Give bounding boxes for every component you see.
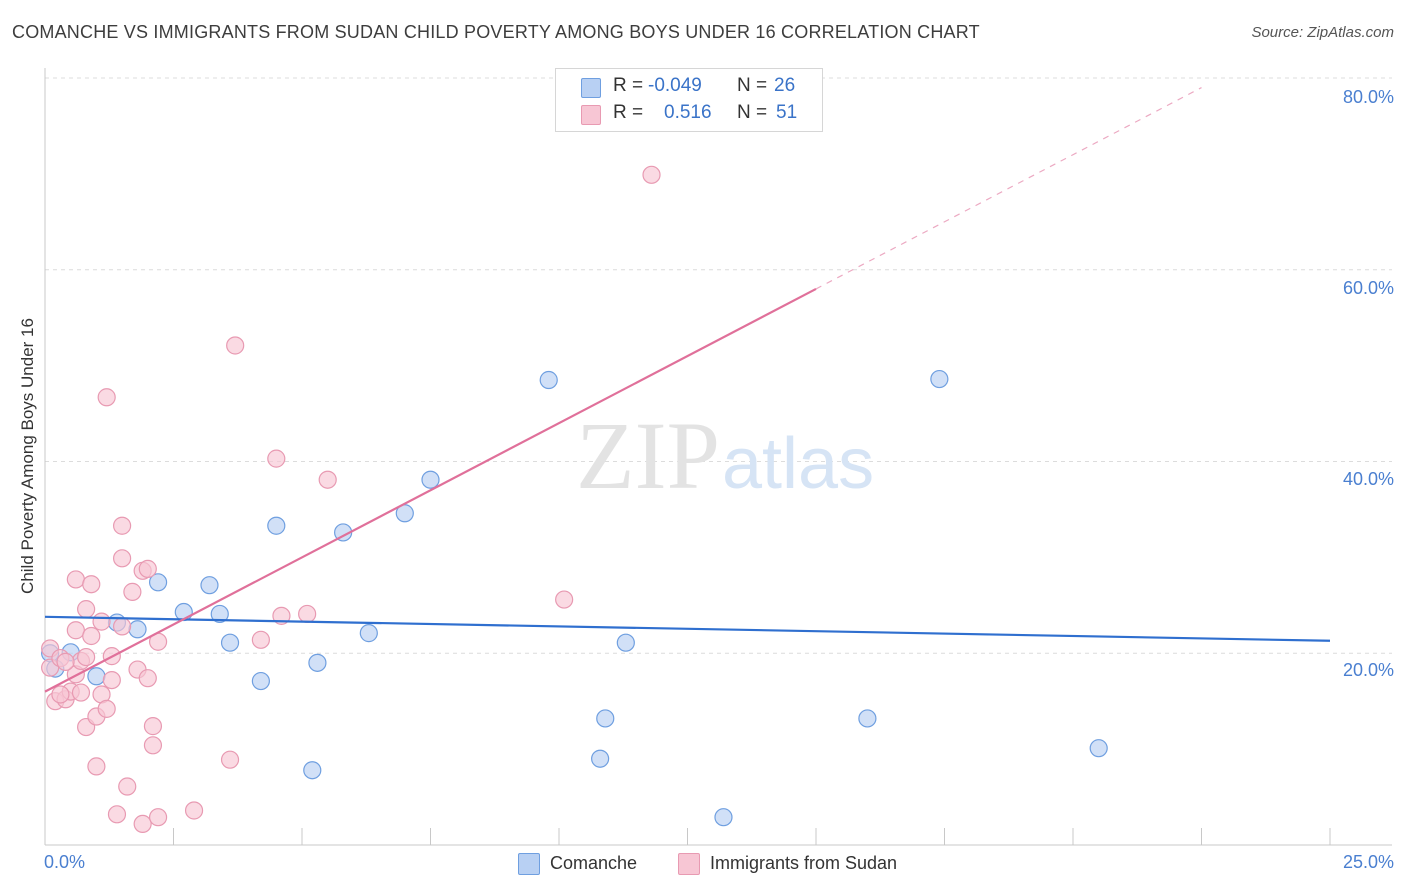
sudan-point: [134, 815, 151, 832]
r-label: R =: [613, 75, 643, 97]
n-value: 26: [774, 75, 795, 97]
watermark-zip: ZIP: [576, 402, 720, 509]
x-tick-max: 25.0%: [1343, 852, 1394, 873]
sudan-point: [78, 649, 95, 666]
r-label: R =: [613, 102, 643, 124]
legend-label-sudan: Immigrants from Sudan: [710, 853, 897, 874]
comanche-point: [309, 654, 326, 671]
sudan-point: [67, 571, 84, 588]
sudan-point: [139, 670, 156, 687]
r-value: -0.049: [648, 75, 702, 97]
sudan-point: [252, 631, 269, 648]
comanche-point: [540, 372, 557, 389]
sudan-point: [72, 684, 89, 701]
sudan-point: [57, 653, 74, 670]
sudan-point: [67, 622, 84, 639]
n-value: 51: [776, 102, 797, 124]
r-value: 0.516: [664, 102, 712, 124]
sudan-point: [103, 672, 120, 689]
y-tick-80: 80.0%: [1343, 87, 1394, 108]
sudan-point: [268, 450, 285, 467]
y-tick-40: 40.0%: [1343, 469, 1394, 490]
sudan-point: [186, 802, 203, 819]
sudan-point: [556, 591, 573, 608]
comanche-point: [304, 762, 321, 779]
sudan-point: [108, 806, 125, 823]
comanche-point: [592, 750, 609, 767]
sudan-point: [114, 517, 131, 534]
x-tick-min: 0.0%: [44, 852, 85, 873]
sudan-swatch: [581, 105, 601, 125]
sudan-point: [124, 583, 141, 600]
comanche-swatch: [581, 78, 601, 98]
sudan-point: [139, 560, 156, 577]
sudan-point: [227, 337, 244, 354]
comanche-point: [129, 621, 146, 638]
sudan-point: [83, 627, 100, 644]
sudan-point: [119, 778, 136, 795]
comanche-trend-line: [45, 617, 1330, 641]
comanche-point: [252, 673, 269, 690]
legend-swatch-sudan: [678, 853, 700, 875]
comanche-point: [597, 710, 614, 727]
comanche-point: [201, 577, 218, 594]
comanche-point: [715, 809, 732, 826]
y-tick-20: 20.0%: [1343, 660, 1394, 681]
sudan-point: [83, 576, 100, 593]
scatter-plot: ZIP atlas: [0, 0, 1406, 892]
sudan-point: [88, 758, 105, 775]
correlation-stats-box: R = -0.049 N = 26 R = 0.516 N = 51: [555, 68, 823, 132]
legend-swatch-comanche: [518, 853, 540, 875]
legend-label-comanche: Comanche: [550, 853, 637, 874]
sudan-point: [144, 737, 161, 754]
y-tick-60: 60.0%: [1343, 278, 1394, 299]
n-label: N =: [737, 75, 767, 97]
comanche-point: [360, 625, 377, 642]
sudan-point: [98, 389, 115, 406]
sudan-point: [114, 618, 131, 635]
watermark-atlas: atlas: [722, 424, 874, 504]
data-points: [42, 166, 1108, 832]
comanche-point: [88, 668, 105, 685]
comanche-point: [617, 634, 634, 651]
comanche-point: [1090, 740, 1107, 757]
comanche-point: [268, 517, 285, 534]
sudan-point: [150, 809, 167, 826]
comanche-point: [422, 471, 439, 488]
sudan-point: [222, 751, 239, 768]
sudan-point: [78, 601, 95, 618]
trend-lines: [45, 88, 1330, 692]
comanche-point: [931, 371, 948, 388]
comanche-point: [222, 634, 239, 651]
sudan-point: [93, 613, 110, 630]
sudan-point: [299, 605, 316, 622]
sudan-point: [319, 471, 336, 488]
sudan-point: [144, 718, 161, 735]
grid-lines: [45, 78, 1392, 653]
comanche-point: [859, 710, 876, 727]
watermark: ZIP atlas: [576, 402, 874, 509]
sudan-point: [52, 686, 69, 703]
n-label: N =: [737, 102, 767, 124]
sudan-point: [114, 550, 131, 567]
sudan-point: [643, 166, 660, 183]
sudan-trend-extension: [816, 88, 1202, 289]
sudan-point: [98, 700, 115, 717]
